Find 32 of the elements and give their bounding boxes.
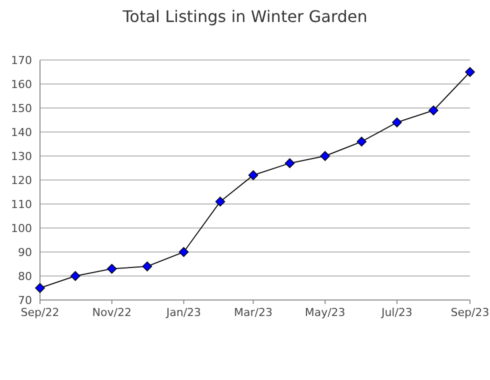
x-tick-label: Jan/23 (165, 306, 202, 319)
x-tick-label: Mar/23 (234, 306, 272, 319)
point (320, 151, 330, 161)
x-tick-label: May/23 (304, 306, 346, 319)
point (106, 264, 117, 274)
y-tick-label: 150 (11, 102, 32, 115)
y-tick-label: 170 (11, 54, 32, 67)
point (248, 170, 258, 180)
y-tick-label: 70 (18, 294, 32, 307)
point (70, 271, 80, 281)
y-tick-label: 90 (18, 246, 32, 259)
point (465, 67, 475, 77)
y-tick-label: 100 (11, 222, 32, 235)
point (178, 247, 189, 257)
point (356, 136, 367, 146)
y-tick-label: 130 (11, 150, 32, 163)
x-tick-label: Nov/22 (92, 306, 132, 319)
point (428, 106, 438, 116)
x-tick-label: Jul/23 (380, 306, 412, 319)
chart-title: Total Listings in Winter Garden (122, 7, 368, 26)
x-tick-label: Sep/22 (20, 306, 60, 319)
point (215, 196, 226, 206)
y-tick-label: 120 (11, 174, 32, 187)
point (35, 283, 45, 293)
y-tick-label: 80 (18, 270, 32, 283)
y-tick-label: 110 (11, 198, 32, 211)
y-tick-label: 160 (11, 78, 32, 91)
point (392, 118, 402, 128)
x-tick-label: Sep/23 (450, 306, 490, 319)
point (284, 158, 295, 168)
y-tick-label: 140 (11, 126, 32, 139)
point (142, 262, 152, 272)
